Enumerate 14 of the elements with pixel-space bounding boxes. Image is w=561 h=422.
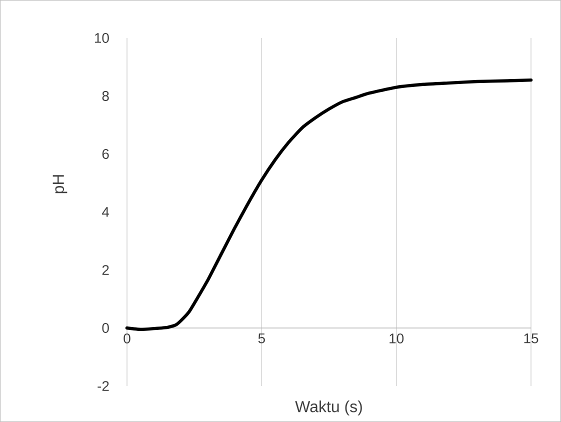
y-tick-label: 10 (94, 33, 109, 43)
line-series (125, 78, 533, 332)
y-tick-label: 4 (102, 207, 110, 217)
x-tick-label: 0 (124, 334, 130, 344)
x-tick-label: 5 (258, 334, 265, 344)
y-tick-label: 2 (102, 265, 109, 275)
y-tick-label: -2 (98, 381, 109, 391)
x-tick-label: 15 (524, 334, 538, 344)
y-axis-title: pH (52, 175, 68, 194)
y-tick-label: 0 (102, 323, 109, 333)
x-tick-label: 10 (390, 334, 404, 344)
y-tick-label: 8 (102, 91, 109, 101)
x-axis-title: Waktu (s) (295, 400, 362, 416)
y-tick-label: 6 (102, 149, 109, 159)
